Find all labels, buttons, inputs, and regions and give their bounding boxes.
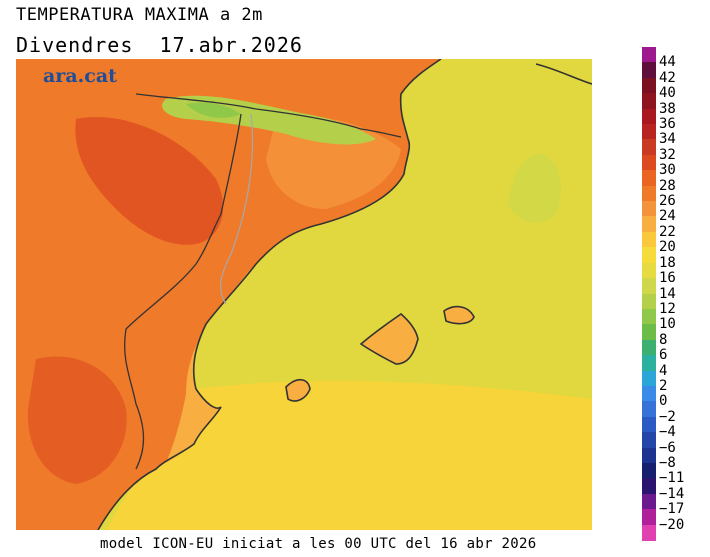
colorbar-segment [642,339,656,356]
colorbar-tick-label: −8 [659,454,676,471]
colorbar-segment [642,231,656,248]
colorbar-tick-label: 26 [659,193,676,210]
colorbar-tick-label: 40 [659,85,676,102]
french-coastline [535,63,592,85]
colorbar-segment [642,432,656,449]
colorbar-segment [642,93,656,110]
colorbar-tick-label: −11 [659,470,685,487]
colorbar-tick-label: 44 [659,54,676,71]
colorbar-segment [642,462,656,479]
colorbar-tick-label: −14 [659,485,685,502]
catalonia-border [195,113,242,265]
colorbar-segment [642,185,656,202]
colorbar-segment [642,201,656,217]
colorbar-segment [642,370,656,387]
colorbar-segment [642,170,656,187]
colorbar-segment [642,385,656,402]
colorbar-segment [642,108,656,125]
inner-border [219,113,254,305]
colorbar-segment [642,324,656,341]
colorbar-tick-label: 30 [659,162,676,179]
colorbar-tick-label: −2 [659,408,676,425]
colorbar-segment [642,293,656,310]
colorbar-tick-label: 14 [659,285,676,302]
colorbar-tick-label: 38 [659,100,676,117]
colorbar-segment [642,524,656,541]
colorbar-tick-label: 24 [659,208,676,225]
colorbar-segment [642,77,656,94]
colorbar-segment [642,509,656,526]
colorbar-segment [642,247,656,264]
colorbar-tick-label: 0 [659,393,668,410]
colorbar-segment [642,216,656,233]
model-run-caption: model ICON-EU iniciat a les 00 UTC del 1… [100,536,537,552]
sea-warm-band [106,380,592,530]
colorbar-segment [642,493,656,510]
colorbar-segment [642,62,656,79]
colorbar-tick-label: −17 [659,501,685,518]
pyrenees-border [135,93,402,138]
colorbar-segment [642,308,656,325]
colorbar-segment [642,478,656,495]
colorbar-tick-label: 4 [659,362,668,379]
colorbar-tick-label: −20 [659,516,685,533]
colorbar-segment [642,139,656,156]
colorbar-tick-label: 12 [659,300,676,317]
colorbar-segment [642,447,656,464]
pyrenees-green-zone [186,102,241,118]
colorbar-segment [642,262,656,279]
colorbar-tick-label: 42 [659,69,676,86]
ibiza-island [285,378,311,402]
colorbar-tick-label: 36 [659,116,676,133]
colorbar-tick-label: 2 [659,377,668,394]
mallorca-island [359,312,419,365]
map-title: TEMPERATURA MAXIMA a 2m [16,5,263,25]
interior-hot-zone-south [27,356,127,484]
colorbar-segment [642,278,656,294]
map-date: Divendres 17.abr.2026 [16,33,303,57]
colorbar-tick-label: 18 [659,254,676,271]
colorbar-segment [642,355,656,372]
colorbar-segment [642,124,656,140]
menorca-island [443,305,475,325]
colorbar-tick-label: 10 [659,316,676,333]
colorbar-tick-label: 6 [659,347,668,364]
colorbar-segment [642,401,656,418]
valencia-border [124,263,197,470]
temperature-field [16,59,592,530]
colorbar-tick-label: 34 [659,131,676,148]
colorbar-segment [642,47,656,63]
colorbar-tick-label: 22 [659,223,676,240]
temperature-map [16,59,592,530]
ara-cat-logo: ara.cat [43,65,117,87]
colorbar-tick-label: −4 [659,424,676,441]
coastal-mild-strip [166,264,256,463]
interior-hot-zone [75,117,224,245]
colorbar-segment [642,416,656,433]
sea-cool-patch [508,154,561,223]
colorbar-tick-label: 8 [659,331,668,348]
colorbar-tick-label: 16 [659,270,676,287]
coastline [97,59,442,530]
colorbar-tick-label: 20 [659,239,676,256]
temperature-colorbar [642,47,656,541]
colorbar-segment [642,154,656,171]
colorbar-tick-label: 28 [659,177,676,194]
colorbar-tick-label: −6 [659,439,676,456]
colorbar-tick-label: 32 [659,146,676,163]
